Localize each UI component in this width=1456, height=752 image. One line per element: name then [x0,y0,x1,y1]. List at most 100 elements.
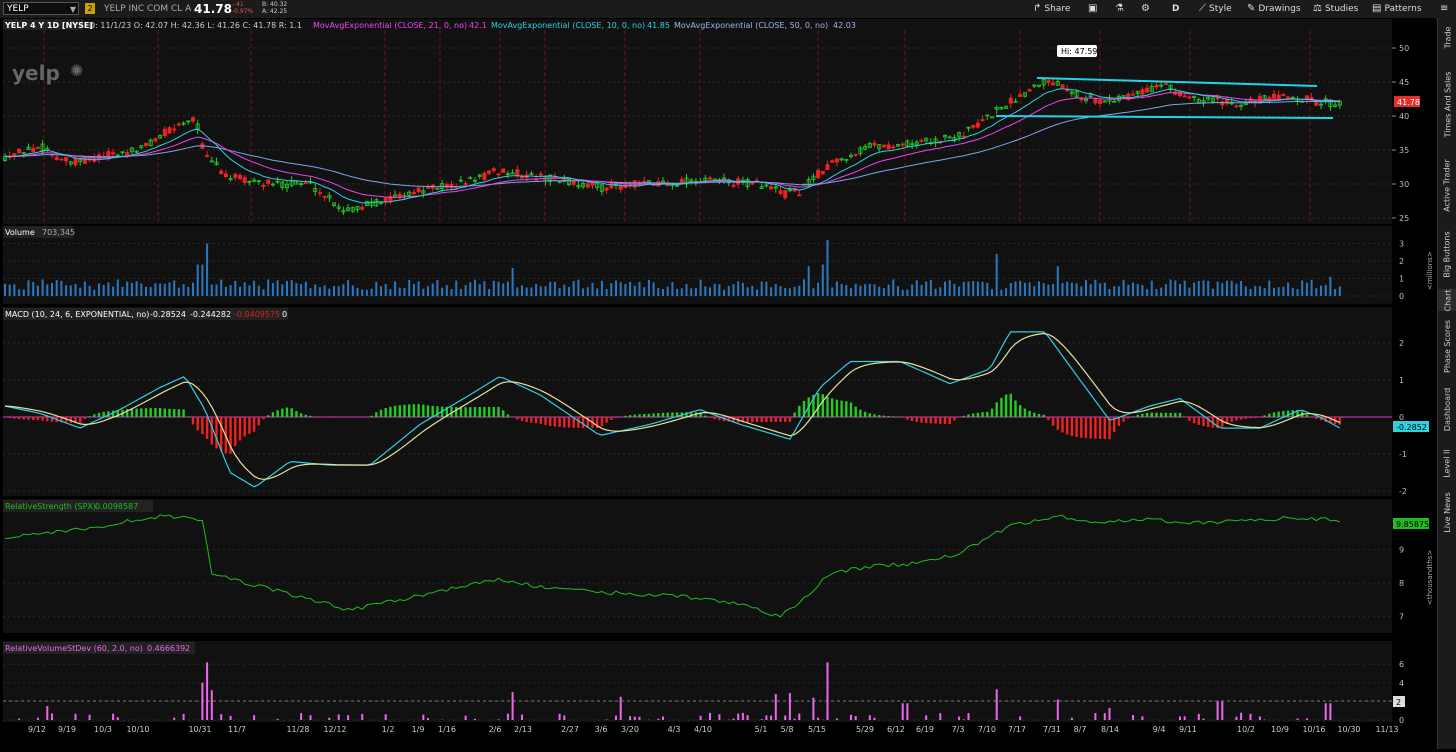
volume-bar [1137,284,1139,296]
volume-bar [126,282,128,296]
macd-hist-bar [605,417,607,423]
macd-hist-bar [18,417,20,419]
rv-bar [1141,716,1143,720]
studies-button[interactable]: ⚖Studies [1313,2,1358,16]
volume-bar [991,289,993,296]
rv-bar [1217,701,1219,720]
candle-body [361,207,364,209]
rv-bar [300,713,302,720]
volume-bar [225,287,227,296]
macd-hist-bar [272,412,274,417]
volume-bar [563,285,565,296]
volume-bar [267,280,269,296]
sidebar-tab-dashboard[interactable]: Dashboard [1438,381,1456,437]
macd-hist-bar [610,417,612,420]
rv-bar [1329,703,1331,720]
macd-hist-bar [582,417,584,428]
macd-hist-bar [262,417,264,419]
rv-bar [498,719,500,720]
volume-bar [13,284,15,296]
ema50-value: 42.03 [833,21,856,30]
symbol-input[interactable]: YELP▼ [3,2,79,15]
macd-hist-bar [244,417,246,437]
macd-hist-bar [1061,417,1063,432]
sidebar-tab-level-ii[interactable]: Level II [1438,440,1456,486]
volume-bar [1320,286,1322,296]
macd-hist-bar [417,404,419,417]
macd-hist-bar [831,398,833,417]
volume-bar [1221,283,1223,296]
volume-bar [512,268,514,296]
macd-hist-bar [526,417,528,422]
candle-body [323,196,326,197]
volume-bar [244,282,246,296]
volume-bar [1297,289,1299,296]
share-button[interactable]: ↱Share [1033,2,1070,16]
volume-bar [1127,285,1129,296]
volume-bar [982,282,984,296]
macd-label: MACD (10, 24, 6, EXPONENTIAL, no) [5,310,149,319]
patterns-button[interactable]: ▤Patterns [1372,2,1422,16]
volume-bar [803,279,805,296]
volume-bar [1118,286,1120,296]
macd-hist-bar [944,417,946,424]
macd-hist-bar [1254,417,1256,418]
candle-body [873,143,876,145]
volume-tick-label: 0 [1399,292,1404,301]
macd-hist-bar [761,417,763,422]
rv-bar [347,715,349,720]
settings-button[interactable]: ⚙ [1141,2,1153,16]
macd-hist-bar [286,408,288,417]
menu-button[interactable]: ≡ [1440,2,1451,16]
rv-bar [996,689,998,720]
macd-hist-bar [455,407,457,417]
rv-bar [817,718,819,720]
volume-bar [1334,289,1336,296]
macd-hist-bar [258,417,260,425]
volume-bar [46,284,48,296]
rs-label: RelativeStrength (SPX) [5,502,96,511]
sidebar-tab-big-buttons[interactable]: Big Buttons [1438,222,1456,286]
sidebar-tab-trade[interactable]: Trade [1438,18,1456,56]
rv-bar [183,714,185,720]
sidebar-tab-chart[interactable]: Chart [1438,289,1456,311]
volume-bar [765,282,767,296]
snapshot-button[interactable]: ▣ [1088,2,1100,16]
volume-bar [845,285,847,296]
chevron-down-icon[interactable]: ▼ [70,3,76,16]
rv-bar [855,716,857,720]
price-badge: 41.78 [1397,98,1420,107]
volume-bar [972,281,974,296]
sidebar-tab-live-news[interactable]: Live News [1438,489,1456,535]
macd-hist-bar [981,412,983,417]
rv-bar [850,715,852,720]
link-group-badge[interactable]: 2 [85,3,95,14]
macd-hist-bar [845,401,847,417]
volume-bar [1141,285,1143,296]
flask-button[interactable]: ⚗ [1115,2,1127,16]
sidebar-tab-active-trader[interactable]: Active Trader [1438,151,1456,219]
candle-body [831,161,834,163]
volume-bar [1085,280,1087,296]
macd-hist-bar [1019,405,1021,417]
sidebar-tab-phase-scores[interactable]: Phase Scores [1438,314,1456,378]
volume-bar [258,286,260,296]
studies-label: Studies [1325,4,1358,14]
macd-hist-bar [925,417,927,423]
rv-bar [902,703,904,720]
macd-hist-bar [601,417,603,426]
rv-bar [606,719,608,720]
rv-bar [361,714,363,720]
rv-bar [968,713,970,720]
macd-hist-bar [855,407,857,417]
rv-bar [1184,716,1186,720]
period-button[interactable]: D [1172,2,1179,16]
volume-bar [1099,283,1101,296]
sidebar-tab-times-and-sales[interactable]: Times And Sales [1438,60,1456,148]
style-button[interactable]: ⟋Style [1199,2,1232,16]
macd-hist-bar [1339,417,1341,425]
ema10-label: MovAvgExponential (CLOSE, 10, 0, no) [491,21,645,30]
drawings-button[interactable]: ✎Drawings [1247,2,1301,16]
